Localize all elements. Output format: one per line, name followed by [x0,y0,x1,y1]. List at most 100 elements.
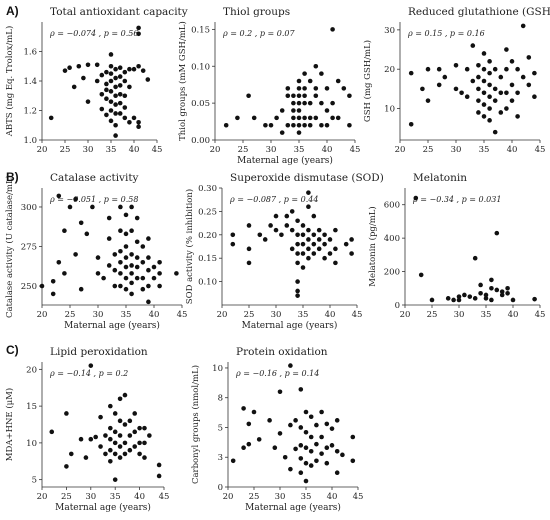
data-point [112,267,118,273]
data-point [282,454,288,460]
data-point [300,251,306,256]
data-point [295,218,300,224]
data-point [142,455,147,460]
data-point [298,387,304,392]
x-tick-label: 30 [451,145,462,155]
y-tick-label: 1.2 [23,107,37,117]
data-point [273,227,279,233]
y-tick-label: 1.0 [23,136,37,146]
y-tick-label: 3 [218,453,223,463]
data-point [532,296,537,302]
data-point [268,122,274,128]
data-point [246,93,251,99]
data-point [106,215,112,221]
data-point [478,282,483,288]
data-point [112,252,118,257]
data-point [147,433,152,438]
x-tick-label: 25 [60,145,71,155]
data-point [464,94,470,100]
data-point [50,291,56,297]
data-point [333,246,338,252]
data-point [476,98,481,103]
data-point [324,421,330,427]
data-point [456,294,462,299]
data-point [303,409,309,415]
data-point [64,464,69,469]
data-point [272,445,278,451]
x-tick-label: 45 [152,145,163,155]
data-point [289,227,295,233]
data-point [476,110,481,115]
data-point [136,63,141,69]
data-point [413,195,419,201]
y-tick-label: 20 [384,65,395,75]
data-point [492,98,498,103]
data-point [140,275,146,281]
data-point [99,106,105,112]
data-point [146,267,151,273]
data-point [313,86,319,91]
data-point [289,246,295,252]
data-point [146,299,151,305]
data-point [453,86,459,92]
data-point [295,241,300,247]
x-tick-label: 45 [535,310,546,320]
data-point [113,111,118,116]
x-tick-label: 40 [327,492,338,502]
data-point [98,414,103,420]
data-point [293,446,298,452]
data-point [425,98,431,103]
data-point [95,271,101,276]
data-point [429,297,435,303]
data-point [300,223,306,228]
data-point [101,275,106,281]
data-point [136,120,141,125]
data-point [319,71,324,76]
data-point [408,121,414,127]
data-point [246,421,252,427]
data-point [295,288,300,294]
data-point [251,409,257,415]
data-point [288,422,293,428]
data-point [334,470,340,476]
data-point [104,87,109,93]
data-point [453,62,459,68]
x-tick-label: 20 [217,310,228,320]
data-point [123,212,129,218]
data-point [132,429,138,435]
data-point [146,255,151,260]
data-point [108,99,114,104]
data-point [76,63,82,69]
data-point [451,297,456,303]
x-tick-label: 45 [353,492,364,502]
data-point [108,458,113,464]
data-point [64,411,69,416]
y-tick-label: 400 [384,234,400,244]
data-point [322,232,327,238]
y-tick-label: 600 [384,201,400,211]
data-point [246,223,252,228]
data-point [295,260,300,266]
data-point [334,418,340,423]
data-point [127,66,132,72]
data-point [350,434,356,440]
data-point [319,434,324,440]
x-tick-label: 40 [322,145,333,155]
chart-title: Superoxide dismutase (SOD) [230,172,384,184]
data-point [445,296,451,301]
data-point [335,78,341,84]
data-point [302,122,307,128]
data-point [300,232,306,238]
y-tick-label: 20 [26,365,37,375]
data-point [151,264,157,270]
x-tick-label: 20 [37,492,48,502]
data-point [492,129,498,135]
data-point [108,89,114,94]
chart-5: 20 25 30 35 40 45 0.10 0.15 0.20 0.25 0.30 Superoxi… [184,172,384,331]
data-point [306,204,311,210]
x-axis-label: Maternal age (years) [55,502,151,513]
data-point [108,425,113,431]
data-point [123,231,129,237]
data-point [476,74,481,80]
data-point [71,84,77,90]
